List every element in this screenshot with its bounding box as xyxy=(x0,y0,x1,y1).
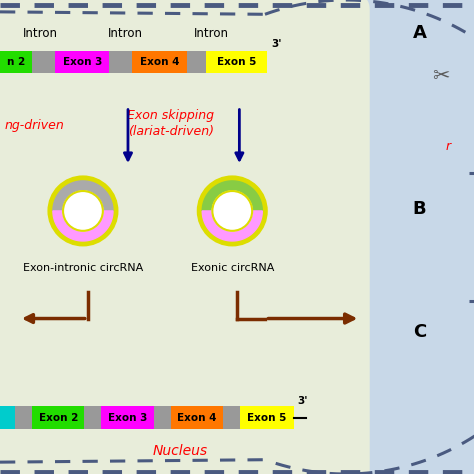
Text: Exon 5: Exon 5 xyxy=(217,57,256,67)
Bar xyxy=(171,406,223,429)
Text: Intron: Intron xyxy=(108,27,143,40)
Text: Exon 4: Exon 4 xyxy=(140,57,179,67)
Bar xyxy=(109,51,132,73)
Bar xyxy=(0,406,15,429)
Text: ✂: ✂ xyxy=(432,66,449,86)
Bar xyxy=(84,406,101,429)
Circle shape xyxy=(63,191,103,231)
Bar xyxy=(55,51,109,73)
Bar xyxy=(101,406,154,429)
Text: C: C xyxy=(413,323,426,341)
Polygon shape xyxy=(53,211,113,241)
Text: Exon 4: Exon 4 xyxy=(177,412,217,423)
Bar xyxy=(240,406,294,429)
Bar xyxy=(187,51,206,73)
Text: Exon skipping
(lariat-driven): Exon skipping (lariat-driven) xyxy=(127,109,214,138)
Bar xyxy=(206,51,267,73)
Bar xyxy=(223,406,240,429)
Circle shape xyxy=(212,191,252,231)
Text: 3': 3' xyxy=(271,39,282,49)
Text: n 2: n 2 xyxy=(7,57,25,67)
Text: A: A xyxy=(412,24,427,42)
Text: Intron: Intron xyxy=(193,27,228,40)
FancyBboxPatch shape xyxy=(0,0,370,474)
Bar xyxy=(154,406,171,429)
Polygon shape xyxy=(202,181,262,211)
Text: ng-driven: ng-driven xyxy=(5,119,64,132)
Text: Exon 3: Exon 3 xyxy=(108,412,147,423)
Circle shape xyxy=(198,177,266,245)
Bar xyxy=(32,406,84,429)
Text: Exon 3: Exon 3 xyxy=(63,57,102,67)
Text: 3': 3' xyxy=(297,396,308,406)
Text: Exonic circRNA: Exonic circRNA xyxy=(191,263,274,273)
Bar xyxy=(15,406,32,429)
Text: Nucleus: Nucleus xyxy=(153,444,208,458)
Text: B: B xyxy=(413,200,426,218)
Bar xyxy=(32,51,55,73)
Text: Exon 5: Exon 5 xyxy=(247,412,287,423)
Bar xyxy=(0,51,32,73)
Circle shape xyxy=(49,177,117,245)
Bar xyxy=(132,51,187,73)
Polygon shape xyxy=(53,181,113,211)
Polygon shape xyxy=(202,211,262,241)
Text: Exon 2: Exon 2 xyxy=(38,412,78,423)
Text: r: r xyxy=(446,140,450,154)
Text: Intron: Intron xyxy=(23,27,58,40)
Text: Exon-intronic circRNA: Exon-intronic circRNA xyxy=(23,263,143,273)
